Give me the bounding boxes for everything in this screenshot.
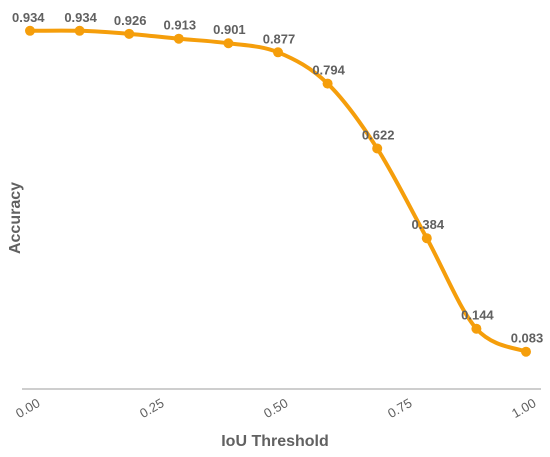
data-point xyxy=(223,38,234,49)
data-point xyxy=(74,25,85,36)
data-label: 0.934 xyxy=(12,10,45,25)
x-axis-title: IoU Threshold xyxy=(221,433,329,450)
data-point xyxy=(521,346,531,357)
data-point xyxy=(25,25,35,36)
data-label: 0.934 xyxy=(64,10,97,25)
data-label: 0.794 xyxy=(312,63,345,78)
data-point xyxy=(471,323,482,334)
data-point xyxy=(124,28,135,39)
data-point xyxy=(273,47,283,58)
data-point xyxy=(421,233,432,244)
x-tick-label: 0.00 xyxy=(13,395,42,421)
x-tick-labels: 0.00 0.25 0.50 0.75 1.00 xyxy=(13,395,538,421)
data-label: 0.384 xyxy=(412,217,445,232)
data-point xyxy=(372,143,383,154)
data-label: 0.926 xyxy=(114,13,147,28)
data-labels: 0.934 0.934 0.926 0.913 0.901 0.877 0.794 0.622… xyxy=(12,10,543,346)
x-tick-label: 0.25 xyxy=(137,395,166,421)
x-tick-label: 1.00 xyxy=(509,395,538,421)
data-point xyxy=(322,78,333,89)
data-points xyxy=(25,25,531,357)
x-tick-label: 0.50 xyxy=(261,395,290,421)
data-label: 0.877 xyxy=(263,31,296,46)
data-label: 0.901 xyxy=(213,22,246,37)
y-axis-title: Accuracy xyxy=(7,182,24,254)
data-label: 0.144 xyxy=(461,308,494,323)
data-label: 0.083 xyxy=(511,331,544,346)
series-line xyxy=(28,28,528,354)
data-label: 0.622 xyxy=(362,127,395,142)
data-label: 0.913 xyxy=(164,18,197,33)
data-point xyxy=(173,33,184,44)
x-tick-label: 0.75 xyxy=(385,395,414,421)
